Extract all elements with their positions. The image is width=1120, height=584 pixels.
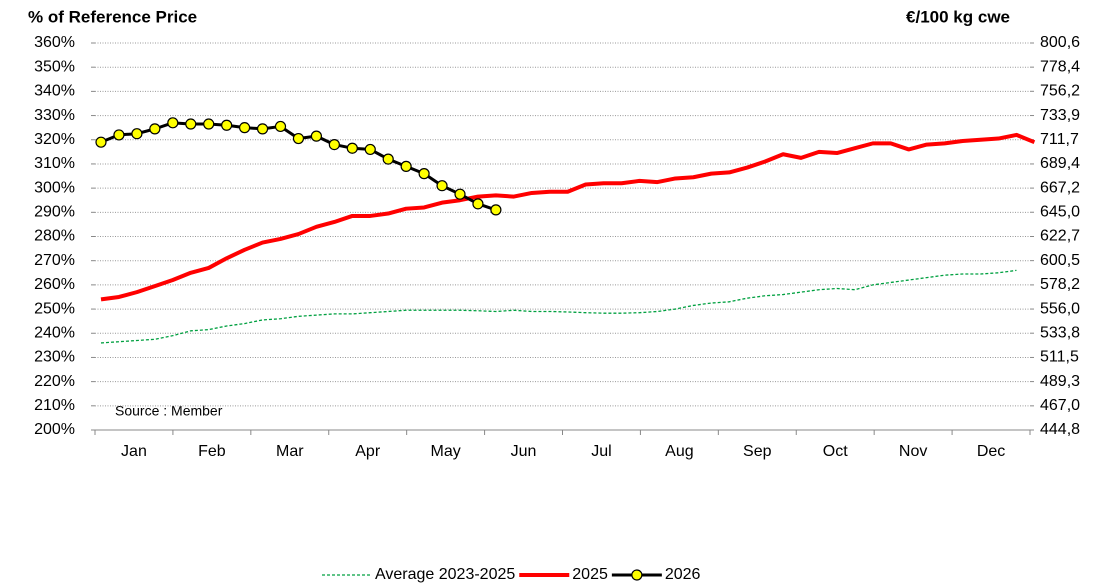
series-line bbox=[100, 132, 1036, 302]
marker bbox=[131, 128, 143, 140]
y2-tick-label: 467,0 bbox=[1040, 397, 1080, 414]
y2-tick-label: 556,0 bbox=[1040, 300, 1080, 317]
y2-tick-label: 711,7 bbox=[1040, 131, 1079, 148]
y2-tick-label: 645,0 bbox=[1040, 203, 1080, 220]
y2-tick-label: 511,5 bbox=[1040, 349, 1079, 366]
y-tick-label: 330% bbox=[34, 107, 75, 124]
marker bbox=[221, 119, 233, 131]
marker bbox=[400, 160, 412, 172]
y2-tick-label: 622,7 bbox=[1040, 228, 1080, 245]
legend-label: 2026 bbox=[665, 566, 701, 583]
marker bbox=[274, 120, 287, 133]
series-line bbox=[100, 269, 1017, 344]
legend-label: 2025 bbox=[572, 566, 608, 583]
y-tick-label: 200% bbox=[34, 421, 75, 438]
y-tick-label: 280% bbox=[34, 228, 75, 245]
marker bbox=[364, 143, 376, 156]
marker bbox=[436, 180, 448, 192]
x-tick-label: Nov bbox=[899, 443, 927, 460]
source-note: Source : Member bbox=[115, 403, 223, 419]
y2-tick-label: 733,9 bbox=[1040, 107, 1080, 124]
marker bbox=[346, 142, 358, 154]
y2-tick-label: 778,4 bbox=[1040, 58, 1080, 75]
y-tick-label: 260% bbox=[34, 276, 75, 293]
marker bbox=[490, 204, 502, 216]
marker bbox=[418, 168, 430, 180]
y-tick-label: 220% bbox=[34, 373, 75, 390]
y2-tick-label: 533,8 bbox=[1040, 324, 1080, 341]
legend-marker bbox=[631, 569, 643, 581]
y-tick-label: 240% bbox=[34, 324, 75, 341]
y2-tick-label: 578,2 bbox=[1040, 276, 1080, 293]
marker bbox=[113, 129, 125, 141]
marker bbox=[185, 118, 197, 130]
y2-tick-label: 489,3 bbox=[1040, 373, 1080, 390]
y2-axis-title: €/100 kg cwe bbox=[906, 7, 1010, 26]
marker bbox=[382, 153, 394, 165]
marker bbox=[310, 130, 322, 142]
y-tick-label: 320% bbox=[34, 131, 75, 148]
y-tick-label: 290% bbox=[34, 204, 75, 221]
x-tick-label: Jun bbox=[511, 443, 537, 460]
y-tick-label: 340% bbox=[34, 83, 75, 100]
marker bbox=[149, 123, 161, 135]
x-tick-label: Jan bbox=[121, 443, 147, 460]
y-tick-label: 310% bbox=[34, 155, 75, 172]
y2-tick-label: 756,2 bbox=[1040, 83, 1080, 100]
x-tick-label: Aug bbox=[665, 443, 693, 460]
y-tick-label: 300% bbox=[34, 179, 75, 196]
y-tick-label: 350% bbox=[34, 58, 75, 75]
y-tick-label: 230% bbox=[34, 349, 75, 366]
x-tick-label: Apr bbox=[355, 443, 381, 460]
marker bbox=[256, 123, 269, 135]
marker bbox=[239, 122, 251, 134]
marker bbox=[328, 138, 340, 151]
y2-tick-label: 689,4 bbox=[1040, 155, 1080, 172]
legend-label: Average 2023-2025 bbox=[375, 566, 515, 583]
marker bbox=[472, 198, 484, 210]
y2-tick-label: 800,6 bbox=[1040, 34, 1080, 51]
marker bbox=[292, 132, 305, 145]
y2-tick-label: 444,8 bbox=[1040, 421, 1080, 438]
x-tick-label: Jul bbox=[591, 443, 611, 460]
y-tick-label: 360% bbox=[34, 34, 75, 51]
x-tick-label: Dec bbox=[977, 443, 1005, 460]
marker bbox=[95, 136, 107, 148]
x-tick-label: Feb bbox=[198, 443, 226, 460]
x-tick-label: Mar bbox=[276, 443, 304, 460]
y-axis-title: % of Reference Price bbox=[28, 7, 197, 26]
x-tick-label: May bbox=[431, 443, 461, 460]
y2-tick-label: 600,5 bbox=[1040, 252, 1080, 269]
y-tick-label: 250% bbox=[34, 300, 75, 317]
x-tick-label: Oct bbox=[823, 443, 848, 460]
marker bbox=[454, 188, 466, 200]
y-tick-label: 270% bbox=[34, 252, 75, 269]
x-tick-label: Sep bbox=[743, 443, 772, 460]
marker bbox=[203, 118, 215, 130]
y-tick-label: 210% bbox=[34, 397, 75, 414]
y2-tick-label: 667,2 bbox=[1040, 179, 1080, 196]
marker bbox=[167, 117, 179, 129]
